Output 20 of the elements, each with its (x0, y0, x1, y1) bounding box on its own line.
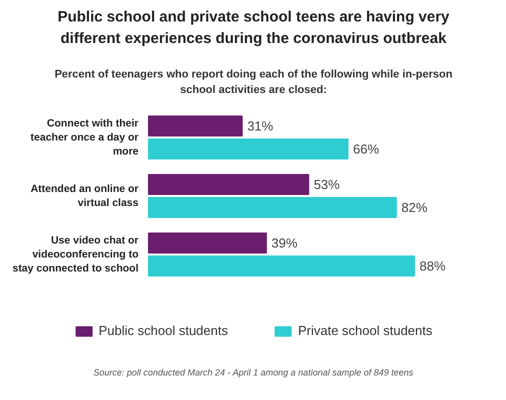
data-label: 31% (247, 118, 274, 134)
bar (148, 197, 397, 218)
data-label: 82% (401, 200, 428, 215)
source-note: Source: poll conducted March 24 - April 1 among a national sample of 849 teens (93, 368, 414, 378)
bar (148, 138, 348, 160)
legend-label: Public school students (98, 323, 228, 338)
data-label: 66% (353, 142, 380, 156)
data-label: 53% (314, 177, 340, 192)
bar (148, 232, 267, 254)
y-tick-label: Attended an online or virtual class (30, 183, 139, 209)
chart-title: Public school and private school teens are having very different experiences during the coronavirus outbreak (58, 8, 450, 47)
y-tick-label: Use video chat or videoconferencing to stay connected to school (12, 234, 139, 274)
bar (148, 174, 310, 195)
bar (148, 256, 415, 276)
data-label: 39% (271, 236, 298, 250)
bar (148, 116, 243, 136)
chart-subtitle: Percent of teenagers who report doing each of the following while in-person school activities are closed: (54, 68, 453, 96)
legend-label: Private school students (298, 323, 432, 338)
data-label: 88% (420, 258, 446, 274)
y-tick-label: Connect with their teacher once a day or more (30, 118, 139, 158)
